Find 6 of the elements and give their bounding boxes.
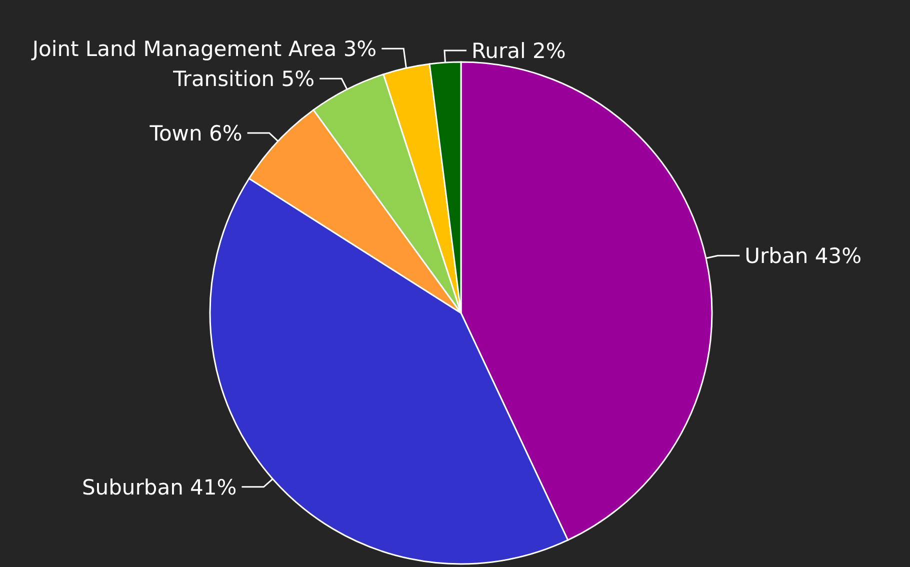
slice-label: Joint Land Management Area 3% [30,37,377,62]
slice-label: Rural 2% [471,38,566,63]
slice-label: Suburban 41% [82,475,237,500]
slice-label: Transition 5% [172,67,315,92]
slice-label: Urban 43% [744,244,862,268]
slice-label: Town 6% [148,121,242,146]
